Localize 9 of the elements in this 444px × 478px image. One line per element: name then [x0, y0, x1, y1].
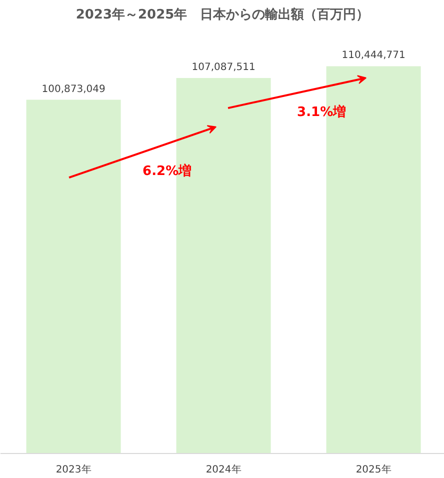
annotation: 6.2%増 — [142, 163, 192, 180]
data-label: 107,087,511 — [192, 62, 256, 73]
data-label: 100,873,049 — [42, 84, 106, 95]
chart-title: 2023年～2025年 日本からの輸出額（百万円） — [76, 6, 370, 22]
x-tick-label: 2024年 — [206, 464, 242, 476]
annotation: 3.1%増 — [297, 104, 346, 120]
x-tick-label: 2025年 — [356, 464, 392, 476]
data-label: 110,444,771 — [342, 50, 406, 62]
x-tick-label: 2023年 — [56, 464, 92, 476]
